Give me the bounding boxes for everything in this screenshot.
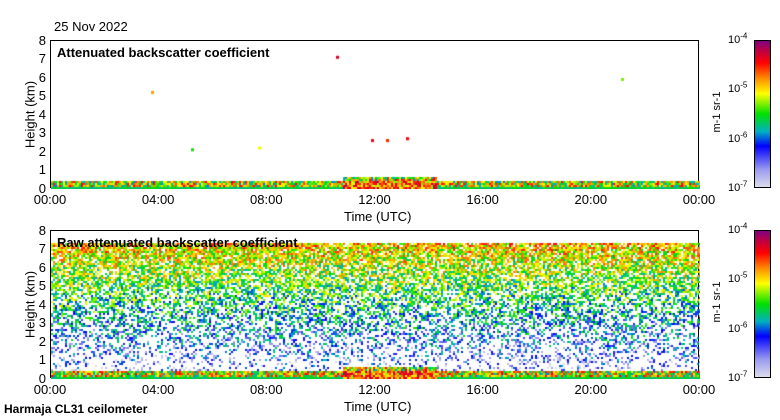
colorbar-tick-label: 10-4 [728, 34, 747, 46]
heatmap-canvas [51, 231, 700, 379]
colorbar-tick-label: 10-6 [728, 133, 747, 145]
colorbar-tick-label: 10-5 [728, 83, 747, 95]
instrument-label: Harmaja CL31 ceilometer [4, 402, 147, 416]
y-tick-label: 8 [32, 34, 46, 47]
y-tick-label: 7 [32, 242, 46, 255]
x-tick-label: 16:00 [463, 193, 503, 206]
x-tick-label: 20:00 [571, 383, 611, 396]
date-label: 25 Nov 2022 [54, 20, 128, 33]
heatmap-plot-2: Raw attenuated backscatter coefficient [50, 230, 699, 378]
colorbar [754, 230, 771, 378]
colorbar [754, 40, 771, 188]
y-tick-label: 7 [32, 52, 46, 65]
x-tick-label: 20:00 [571, 193, 611, 206]
colorbar-unit-label: m-1 sr-1 [711, 82, 723, 142]
plot-title: Raw attenuated backscatter coefficient [57, 235, 298, 250]
x-tick-label: 00:00 [30, 193, 70, 206]
x-axis-label: Time (UTC) [344, 210, 411, 223]
x-axis-label: Time (UTC) [344, 400, 411, 413]
y-axis-label: Height (km) [24, 74, 37, 154]
heatmap-canvas [51, 41, 700, 189]
x-tick-label: 08:00 [246, 193, 286, 206]
x-tick-label: 00:00 [679, 383, 719, 396]
plot-title: Attenuated backscatter coefficient [57, 45, 269, 60]
x-tick-label: 00:00 [30, 383, 70, 396]
x-tick-label: 04:00 [138, 383, 178, 396]
colorbar-tick-label: 10-6 [728, 323, 747, 335]
x-tick-label: 08:00 [246, 383, 286, 396]
x-tick-label: 16:00 [463, 383, 503, 396]
colorbar-tick-label: 10-5 [728, 273, 747, 285]
x-tick-label: 00:00 [679, 193, 719, 206]
colorbar-tick-label: 10-4 [728, 224, 747, 236]
colorbar-unit-label: m-1 sr-1 [711, 272, 723, 332]
heatmap-plot-1: Attenuated backscatter coefficient [50, 40, 699, 188]
x-tick-label: 12:00 [355, 383, 395, 396]
y-tick-label: 1 [32, 353, 46, 366]
y-tick-label: 8 [32, 224, 46, 237]
colorbar-tick-label: 10-7 [728, 182, 747, 194]
colorbar-tick-label: 10-7 [728, 372, 747, 384]
y-tick-label: 1 [32, 163, 46, 176]
x-tick-label: 12:00 [355, 193, 395, 206]
x-tick-label: 04:00 [138, 193, 178, 206]
y-axis-label: Height (km) [24, 264, 37, 344]
